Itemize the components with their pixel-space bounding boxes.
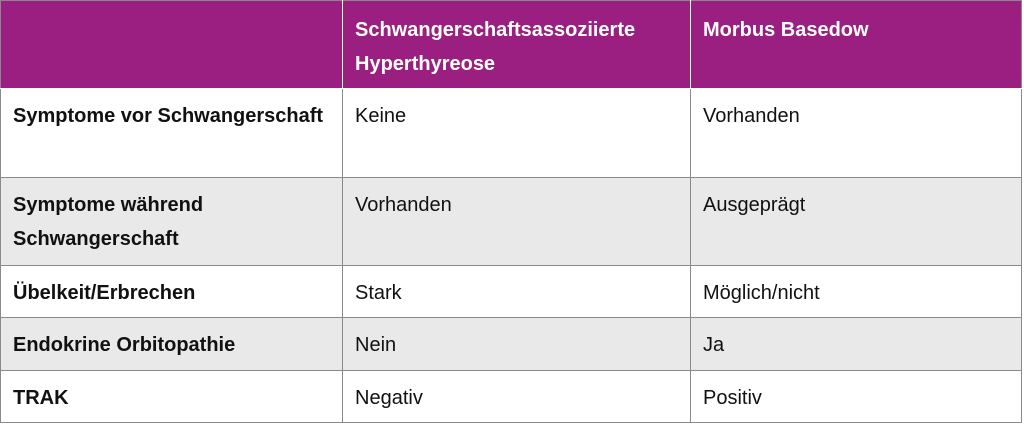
cell-graves-disease: Ja bbox=[690, 317, 1022, 371]
table-row: TRAK Negativ Positiv bbox=[0, 369, 1022, 424]
table-row: Endokrine Orbitopathie Nein Ja bbox=[0, 317, 1022, 371]
header-graves-disease: Morbus Basedow bbox=[690, 0, 1022, 89]
cell-pregnancy-hyperthyroidism: Negativ bbox=[342, 369, 691, 424]
row-label: Übelkeit/Erbrechen bbox=[0, 265, 343, 319]
table-row: Symptome während Schwangerschaft Vorhand… bbox=[0, 176, 1022, 267]
cell-pregnancy-hyperthyroidism: Keine bbox=[342, 88, 691, 178]
table-row: Übelkeit/Erbrechen Stark Möglich/nicht bbox=[0, 265, 1022, 319]
cell-pregnancy-hyperthyroidism: Nein bbox=[342, 317, 691, 371]
row-label: Symptome während Schwangerschaft bbox=[0, 176, 343, 267]
table-header-row: Schwangerschaftsassoziierte Hyperthyreos… bbox=[0, 0, 1022, 89]
comparison-table: Schwangerschaftsassoziierte Hyperthyreos… bbox=[0, 0, 1022, 424]
table-row: Symptome vor Schwangerschaft Keine Vorha… bbox=[0, 88, 1022, 178]
cell-graves-disease: Möglich/nicht bbox=[690, 265, 1022, 319]
cell-graves-disease: Vorhanden bbox=[690, 88, 1022, 178]
cell-graves-disease: Positiv bbox=[690, 369, 1022, 424]
row-label: Endokrine Orbitopathie bbox=[0, 317, 343, 371]
header-pregnancy-hyperthyroidism: Schwangerschaftsassoziierte Hyperthyreos… bbox=[342, 0, 691, 89]
row-label: TRAK bbox=[0, 369, 343, 424]
row-label: Symptome vor Schwangerschaft bbox=[0, 88, 343, 178]
cell-graves-disease: Ausgeprägt bbox=[690, 176, 1022, 267]
cell-pregnancy-hyperthyroidism: Stark bbox=[342, 265, 691, 319]
header-corner-cell bbox=[0, 0, 343, 89]
cell-pregnancy-hyperthyroidism: Vorhanden bbox=[342, 176, 691, 267]
